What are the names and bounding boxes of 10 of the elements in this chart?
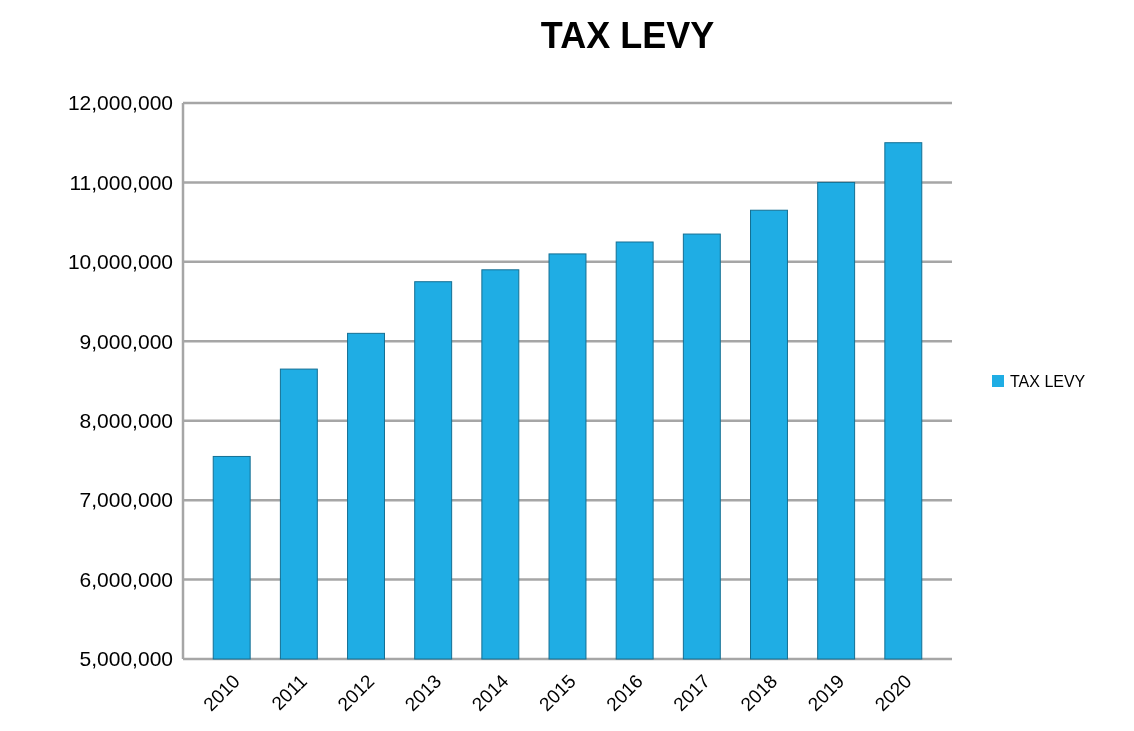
y-tick-label: 8,000,000	[79, 409, 173, 433]
chart-title: TAX LEVY	[540, 15, 715, 56]
y-tick-label: 7,000,000	[79, 488, 173, 512]
legend-label: TAX LEVY	[1010, 372, 1086, 390]
y-tick-label: 9,000,000	[79, 329, 173, 353]
y-tick-label: 10,000,000	[67, 250, 173, 274]
y-tick-label: 5,000,000	[79, 647, 173, 671]
y-tick-label: 12,000,000	[67, 91, 173, 115]
y-tick-label: 11,000,000	[69, 170, 173, 194]
y-tick-label: 6,000,000	[79, 567, 173, 591]
